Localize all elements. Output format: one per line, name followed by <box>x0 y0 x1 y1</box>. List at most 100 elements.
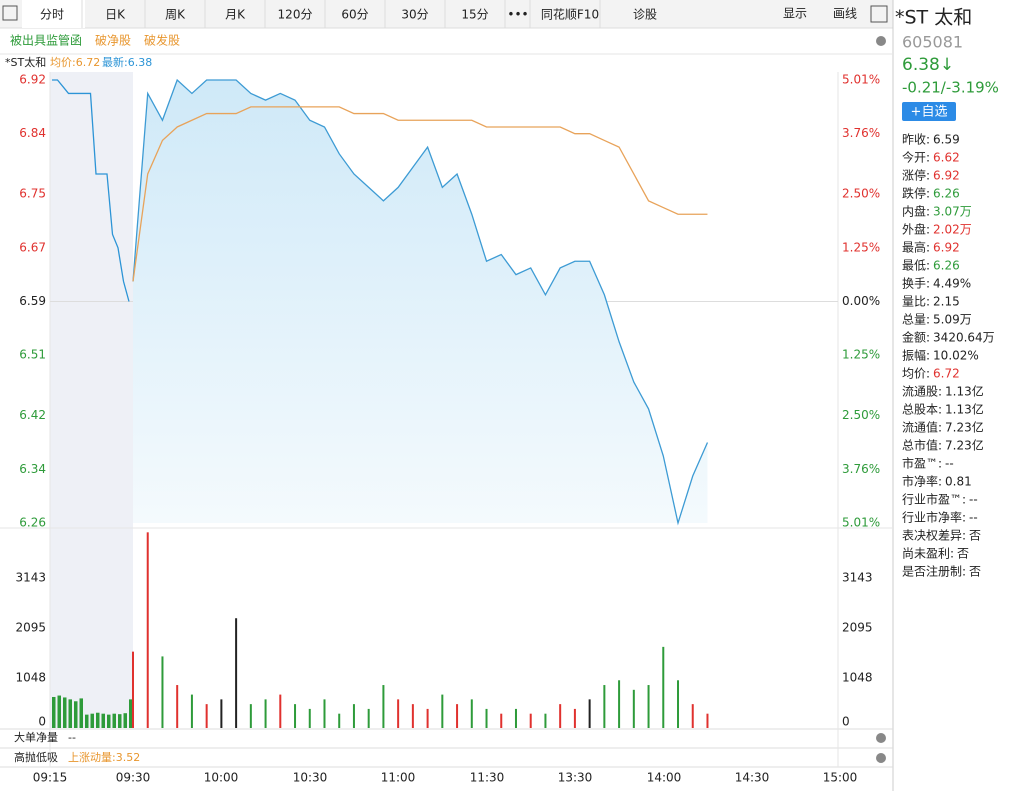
info-value: 6.59 <box>933 133 960 147</box>
tab[interactable]: 周K <box>165 8 186 22</box>
volume-bar <box>514 708 517 728</box>
info-label: 跌停: <box>902 186 930 201</box>
active-tab <box>22 0 85 28</box>
auction-region <box>50 72 133 728</box>
volume-bar <box>706 713 709 728</box>
settings-icon[interactable] <box>876 733 886 743</box>
pct-tick-label: 2.50% <box>842 408 880 422</box>
x-tick-label: 13:30 <box>558 771 593 785</box>
info-value: 否 <box>969 529 981 543</box>
info-label: 内盘: <box>902 204 930 219</box>
indicator-name[interactable]: 大单净量 <box>14 730 58 744</box>
info-value: 2.02万 <box>933 223 972 237</box>
info-value: 1.13亿 <box>945 402 984 417</box>
tab[interactable]: 60分 <box>341 8 368 22</box>
pct-tick-label: 3.76% <box>842 462 880 476</box>
settings-icon[interactable] <box>876 753 886 763</box>
x-tick-label: 11:00 <box>381 771 416 785</box>
toolbar <box>0 0 893 28</box>
avg-label: 均价:6.72 <box>50 56 100 69</box>
info-label: 外盘: <box>902 222 930 237</box>
info-label: 均价: <box>902 367 930 381</box>
volume-bar <box>588 699 591 728</box>
auction-volume-bar <box>68 699 72 728</box>
info-value: 10.02% <box>933 349 979 363</box>
volume-bar <box>529 713 532 728</box>
stock-name: *ST太和 <box>5 56 46 69</box>
auction-volume-bar <box>74 701 78 728</box>
info-value: -- <box>969 511 978 525</box>
y-tick-label: 6.26 <box>19 516 46 530</box>
tab[interactable]: 120分 <box>278 8 313 22</box>
settings-icon[interactable] <box>876 36 886 46</box>
info-value: 6.26 <box>933 187 960 201</box>
volume-tick-label: 1048 <box>842 670 873 684</box>
info-value: 2.15 <box>933 295 960 309</box>
info-value: 4.49% <box>933 277 971 291</box>
tab[interactable]: ••• <box>507 8 528 22</box>
panel-title: *ST 太和 <box>895 7 972 29</box>
info-label: 总市值: <box>902 438 942 453</box>
price-area <box>133 80 708 523</box>
watchlist-button-label[interactable]: +自选 <box>911 105 948 120</box>
sidebar-icon[interactable] <box>870 5 888 23</box>
x-tick-label: 11:30 <box>470 771 505 785</box>
info-label: 昨收: <box>902 133 930 147</box>
info-label: 流通股: <box>902 385 942 399</box>
info-label: 振幅: <box>902 348 930 363</box>
y-tick-label: 6.67 <box>19 240 46 254</box>
stock-code: 605081 <box>902 33 963 52</box>
tab[interactable]: 日K <box>105 8 126 22</box>
y-tick-label: 6.92 <box>19 73 46 87</box>
sidebar-icon[interactable] <box>2 5 18 21</box>
tab[interactable]: 诊股 <box>633 8 657 22</box>
indicator-name[interactable]: 高抛低吸 <box>14 750 58 764</box>
x-tick-label: 15:00 <box>823 771 858 785</box>
auction-volume-bar <box>63 697 67 728</box>
x-tick-label: 10:00 <box>204 771 239 785</box>
tab[interactable]: 30分 <box>401 8 428 22</box>
tag[interactable]: 被出具监管函 <box>10 33 82 48</box>
auction-volume-bar <box>129 699 133 728</box>
volume-bar <box>132 651 134 728</box>
auction-volume-bar <box>85 714 89 728</box>
pct-tick-label: 5.01% <box>842 73 880 87</box>
auction-volume-bar <box>107 714 111 728</box>
auction-volume-bar <box>112 713 116 728</box>
toolbar-right[interactable]: 显示 <box>783 7 807 21</box>
volume-bar <box>485 708 488 728</box>
tag[interactable]: 破净股 <box>95 33 131 48</box>
info-value: 6.62 <box>933 151 960 165</box>
volume-bar <box>352 704 355 728</box>
y-tick-label: 6.34 <box>19 462 46 476</box>
info-value: 5.09万 <box>933 313 972 327</box>
pct-tick-label: 3.76% <box>842 126 880 140</box>
volume-bar <box>323 699 326 728</box>
info-label: 今开: <box>902 150 930 165</box>
pct-tick-label: 2.50% <box>842 187 880 201</box>
watchlist-button[interactable] <box>902 102 956 121</box>
volume-bar <box>647 685 650 728</box>
volume-bar <box>397 699 400 728</box>
auction-volume-bar <box>57 695 61 728</box>
tag[interactable]: 破发股 <box>144 33 180 48</box>
info-label: 总量: <box>902 313 930 327</box>
tab[interactable]: 15分 <box>461 8 488 22</box>
x-tick-label: 10:30 <box>293 771 328 785</box>
info-value: 0.81 <box>945 475 972 489</box>
volume-bar <box>470 699 473 728</box>
tab[interactable]: 月K <box>225 8 246 22</box>
info-label: 金额: <box>902 330 930 345</box>
tab[interactable]: 分时 <box>40 8 64 22</box>
toolbar-right[interactable]: 画线 <box>833 7 857 21</box>
y-tick-label: 6.51 <box>19 348 46 362</box>
volume-tick-label: 2095 <box>842 621 873 635</box>
info-value: 6.72 <box>933 367 960 381</box>
info-value: 7.23亿 <box>945 420 984 435</box>
tab[interactable]: 同花顺F10 <box>541 7 599 22</box>
volume-tick-label: 1048 <box>15 670 46 684</box>
volume-bar <box>205 704 208 728</box>
volume-bar <box>677 680 680 728</box>
volume-bar <box>500 713 503 728</box>
pct-tick-label: 1.25% <box>842 348 880 362</box>
